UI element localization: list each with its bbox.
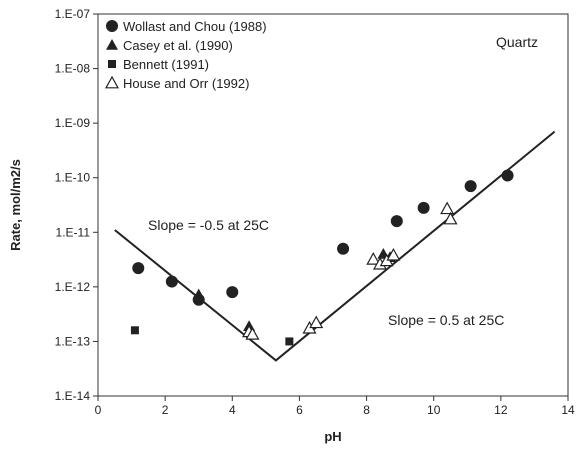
series-3 <box>242 201 458 340</box>
x-tick-label: 10 <box>427 403 441 417</box>
legend-marker-triangle-filled <box>106 39 118 50</box>
legend-marker-circle <box>106 20 118 32</box>
data-points <box>130 169 514 346</box>
x-tick-label: 0 <box>95 403 102 417</box>
data-point-circle <box>417 201 430 214</box>
data-point-circle <box>390 215 403 228</box>
data-point-square <box>285 337 294 346</box>
legend-entry-label: Casey et al. (1990) <box>123 38 233 53</box>
y-tick-label: 1.E-08 <box>55 62 91 76</box>
data-point-triangle-open <box>245 327 260 340</box>
data-point-triangle-open <box>443 211 458 225</box>
data-point-circle <box>226 286 239 299</box>
legend-entry-label: Wollast and Chou (1988) <box>123 19 267 34</box>
legend: Wollast and Chou (1988) Casey et al. (199… <box>104 19 267 91</box>
y-tick-label: 1.E-09 <box>55 116 91 130</box>
x-tick-label: 2 <box>162 403 169 417</box>
x-tick-label: 12 <box>494 403 508 417</box>
legend-marker-triangle-open <box>104 75 120 89</box>
y-tick-label: 1.E-12 <box>55 280 91 294</box>
plot-frame <box>97 13 569 397</box>
x-tick-label: 8 <box>363 403 370 417</box>
y-tick-label: 1.E-11 <box>56 225 91 239</box>
data-point-circle <box>132 262 145 275</box>
y-tick-label: 1.E-14 <box>55 389 91 403</box>
data-point-square <box>130 326 139 335</box>
legend-marker-square <box>108 60 116 68</box>
data-point-triangle-open <box>386 247 401 261</box>
x-tick-label: 14 <box>561 403 575 417</box>
y-axis: 1.E-14 1.E-13 1.E-12 1.E-11 1.E-10 1.E-09 1.E-… <box>55 7 98 403</box>
legend-entry-label: House and Orr (1992) <box>123 76 249 91</box>
y-tick-label: 1.E-10 <box>55 171 91 185</box>
data-point-circle <box>165 275 178 288</box>
y-tick-label: 1.E-13 <box>55 334 91 348</box>
data-point-triangle-open <box>309 315 324 329</box>
data-point-triangle-open <box>366 252 381 265</box>
data-point-triangle-open <box>440 201 455 215</box>
data-point-triangle-filled <box>192 288 205 300</box>
x-axis: 0 2 4 6 8 10 12 14 <box>95 396 575 417</box>
y-axis-label: Rate, mol/m2/s <box>8 159 23 251</box>
slope-negative-annotation: Slope = -0.5 at 25C <box>148 217 269 233</box>
data-point-circle <box>501 169 514 182</box>
data-point-circle <box>337 242 350 255</box>
slope-fit-line <box>114 130 556 362</box>
slope-positive-annotation: Slope = 0.5 at 25C <box>388 312 504 328</box>
legend-entry-label: Bennett (1991) <box>123 57 209 72</box>
x-tick-label: 4 <box>229 403 236 417</box>
x-tick-label: 6 <box>296 403 303 417</box>
data-point-circle <box>464 180 477 193</box>
x-axis-label: pH <box>324 429 341 444</box>
y-tick-label: 1.E-07 <box>55 7 91 21</box>
quartz-label: Quartz <box>496 34 538 50</box>
series-2 <box>130 326 294 346</box>
series-0 <box>132 169 514 306</box>
